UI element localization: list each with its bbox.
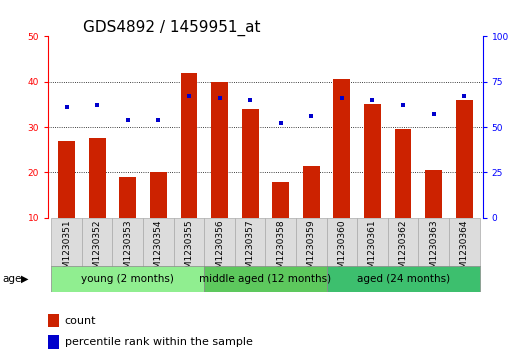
Bar bbox=[48, 335, 59, 348]
Point bbox=[93, 102, 101, 108]
Point bbox=[338, 95, 346, 101]
Text: young (2 months): young (2 months) bbox=[81, 274, 174, 284]
Text: GSM1230359: GSM1230359 bbox=[307, 219, 316, 280]
Bar bbox=[211, 82, 228, 218]
Bar bbox=[143, 218, 174, 267]
Text: GDS4892 / 1459951_at: GDS4892 / 1459951_at bbox=[83, 20, 261, 36]
Text: GSM1230354: GSM1230354 bbox=[154, 219, 163, 280]
Bar bbox=[388, 218, 419, 267]
Bar bbox=[204, 218, 235, 267]
Text: percentile rank within the sample: percentile rank within the sample bbox=[65, 337, 252, 347]
Text: GSM1230356: GSM1230356 bbox=[215, 219, 224, 280]
Bar bbox=[395, 129, 411, 218]
Text: GSM1230355: GSM1230355 bbox=[184, 219, 194, 280]
Bar bbox=[327, 266, 480, 292]
Point bbox=[277, 121, 285, 126]
Point bbox=[430, 111, 438, 117]
Text: GSM1230353: GSM1230353 bbox=[123, 219, 132, 280]
Text: GSM1230358: GSM1230358 bbox=[276, 219, 285, 280]
Text: middle aged (12 months): middle aged (12 months) bbox=[199, 274, 332, 284]
Bar bbox=[51, 218, 82, 267]
Point bbox=[124, 117, 132, 123]
Text: GSM1230360: GSM1230360 bbox=[337, 219, 346, 280]
Text: GSM1230361: GSM1230361 bbox=[368, 219, 377, 280]
Bar bbox=[48, 314, 59, 327]
Bar bbox=[51, 266, 204, 292]
Text: count: count bbox=[65, 316, 96, 326]
Point bbox=[62, 104, 71, 110]
Bar bbox=[303, 166, 320, 218]
Bar bbox=[150, 172, 167, 218]
Point bbox=[246, 97, 254, 103]
Bar bbox=[82, 218, 112, 267]
Text: GSM1230351: GSM1230351 bbox=[62, 219, 71, 280]
Bar bbox=[265, 218, 296, 267]
Text: GSM1230352: GSM1230352 bbox=[92, 219, 102, 280]
Bar bbox=[58, 140, 75, 218]
Bar bbox=[357, 218, 388, 267]
Bar bbox=[296, 218, 327, 267]
Point bbox=[368, 97, 376, 103]
Point bbox=[215, 95, 224, 101]
Bar bbox=[89, 138, 106, 218]
Text: GSM1230362: GSM1230362 bbox=[399, 219, 407, 280]
Bar bbox=[327, 218, 357, 267]
Point bbox=[399, 102, 407, 108]
Bar bbox=[242, 109, 259, 218]
Bar bbox=[419, 218, 449, 267]
Bar bbox=[272, 182, 289, 218]
Text: age: age bbox=[3, 274, 22, 284]
Point bbox=[154, 117, 163, 123]
Bar bbox=[364, 105, 381, 218]
Bar bbox=[174, 218, 204, 267]
Bar bbox=[119, 177, 136, 218]
Bar bbox=[112, 218, 143, 267]
Text: GSM1230364: GSM1230364 bbox=[460, 219, 469, 280]
Text: GSM1230357: GSM1230357 bbox=[246, 219, 255, 280]
Point bbox=[460, 93, 468, 99]
Text: aged (24 months): aged (24 months) bbox=[357, 274, 450, 284]
Bar bbox=[180, 73, 198, 218]
Point bbox=[307, 113, 315, 119]
Bar bbox=[456, 100, 472, 218]
Bar bbox=[449, 218, 480, 267]
Bar bbox=[235, 218, 265, 267]
Point bbox=[185, 93, 193, 99]
Text: ▶: ▶ bbox=[21, 274, 29, 284]
Bar bbox=[204, 266, 327, 292]
Bar bbox=[425, 170, 442, 218]
Bar bbox=[333, 79, 351, 218]
Text: GSM1230363: GSM1230363 bbox=[429, 219, 438, 280]
